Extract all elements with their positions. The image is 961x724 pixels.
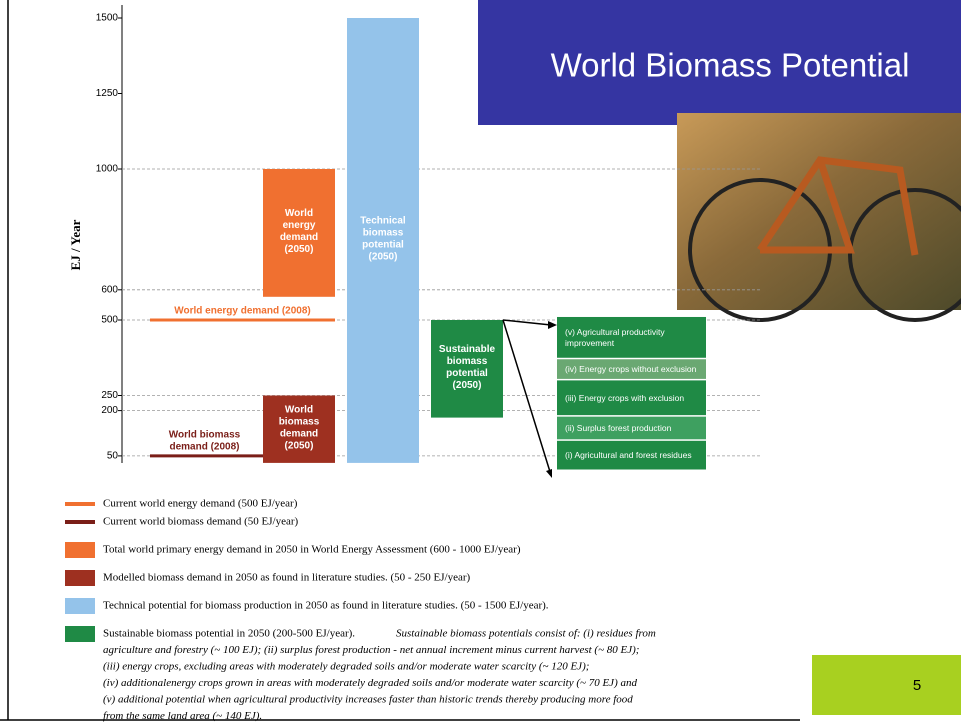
- label: (ii) Surplus forest production: [565, 423, 672, 433]
- label: demand: [280, 232, 318, 243]
- label: (2050): [285, 244, 314, 255]
- legend-text: Total world primary energy demand in 205…: [103, 544, 521, 556]
- label: energy: [283, 220, 316, 231]
- arrow: [503, 320, 551, 475]
- label: biomass: [447, 356, 488, 367]
- label: potential: [446, 368, 488, 379]
- legend-detail: from the same land area (~ 140 EJ).: [103, 710, 262, 722]
- legend-swatch: [65, 598, 95, 614]
- legend-text: Current world biomass demand (50 EJ/year…: [103, 516, 299, 528]
- label: (iii) Energy crops with exclusion: [565, 393, 684, 403]
- label: World: [285, 404, 313, 415]
- legend-detail: Sustainable biomass potentials consist o…: [396, 628, 656, 640]
- legend-swatch: [65, 542, 95, 558]
- page-number: 5: [913, 677, 921, 694]
- y-tick-label: 1500: [96, 13, 119, 24]
- y-tick-label: 200: [101, 405, 118, 416]
- y-tick-label: 600: [101, 284, 118, 295]
- legend-detail: agriculture and forestry (~ 100 EJ); (ii…: [103, 644, 639, 656]
- legend-swatch: [65, 502, 95, 506]
- legend-swatch: [65, 520, 95, 524]
- title: World Biomass Potential: [551, 47, 910, 84]
- legend-detail: (iv) additionalenergy crops grown in are…: [103, 677, 637, 689]
- label: Technical: [360, 216, 406, 227]
- legend-swatch: [65, 626, 95, 642]
- legend-text: Current world energy demand (500 EJ/year…: [103, 498, 298, 510]
- legend-swatch: [65, 570, 95, 586]
- y-tick-label: 500: [101, 315, 118, 326]
- label: World: [285, 208, 313, 219]
- label: (2050): [285, 440, 314, 451]
- y-tick-label: 50: [107, 451, 119, 462]
- photo: [677, 113, 961, 320]
- legend-text: Technical potential for biomass producti…: [103, 600, 549, 612]
- page-number-box: [812, 655, 961, 715]
- label: World energy demand (2008): [174, 306, 311, 317]
- label: (2050): [453, 380, 482, 391]
- legend-detail: (iii) energy crops, excluding areas with…: [103, 661, 589, 673]
- label: demand: [280, 428, 318, 439]
- arrowhead: [546, 321, 557, 478]
- y-tick-label: 1000: [96, 164, 119, 175]
- slide: World Biomass Potential 5 EJ / Year 50 20…: [0, 0, 961, 724]
- label: improvement: [565, 338, 615, 348]
- y-tick-label: 250: [101, 390, 118, 401]
- label: (iv) Energy crops without exclusion: [565, 364, 697, 374]
- label: biomass: [279, 416, 320, 427]
- label: (2050): [369, 252, 398, 263]
- label: (i) Agricultural and forest residues: [565, 450, 692, 460]
- label: (v) Agricultural productivity: [565, 327, 665, 337]
- legend-text: Modelled biomass demand in 2050 as found…: [103, 572, 471, 584]
- label: potential: [362, 240, 404, 251]
- label: demand (2008): [169, 442, 239, 453]
- legend-text: Sustainable biomass potential in 2050 (2…: [103, 628, 355, 640]
- legend-detail: (v) additional potential when agricultur…: [103, 694, 633, 706]
- label: biomass: [363, 228, 404, 239]
- y-tick-label: 1250: [96, 88, 119, 99]
- label: Sustainable: [439, 344, 496, 355]
- y-axis-label: EJ / Year: [68, 219, 83, 270]
- label: World biomass: [169, 430, 241, 441]
